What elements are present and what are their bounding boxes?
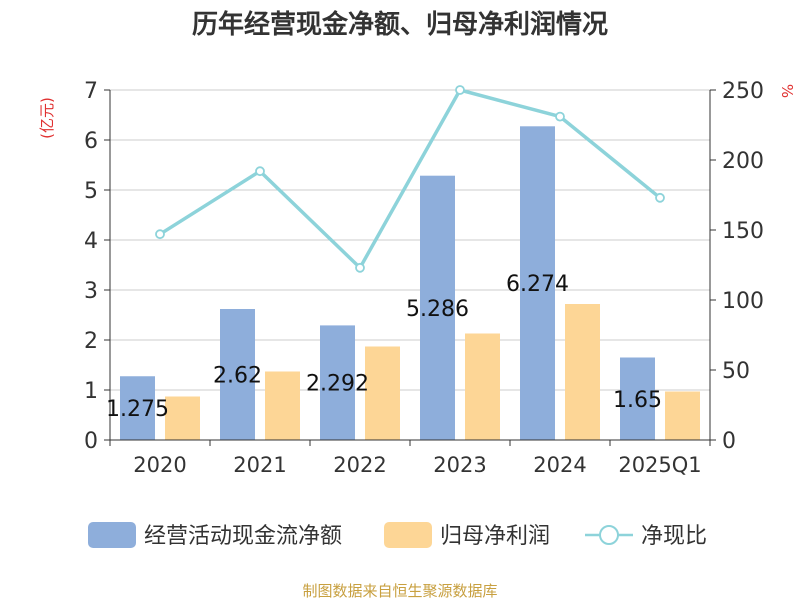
bar-operating-cash-flow [520,126,555,441]
gridlines [110,89,710,391]
right-tick-label: 200 [722,149,764,174]
legend-label: 归母净利润 [440,524,550,549]
bar-net-profit [665,391,700,440]
left-tick-label: 5 [84,179,98,204]
bar-net-profit [565,304,600,440]
data-label: 6.274 [506,272,569,297]
data-label: 1.65 [613,388,662,413]
legend-swatch [88,522,136,548]
ratio-point [355,262,365,273]
left-axis-unit: (亿元) [38,97,56,139]
x-tick-label: 2021 [233,453,286,477]
bar-operating-cash-flow [420,175,455,440]
data-label: 2.62 [213,364,262,389]
left-tick-label: 4 [84,229,98,254]
ratio-line [155,85,665,273]
data-label: 2.292 [306,372,369,397]
right-tick-label: 100 [722,289,764,314]
data-label: 1.275 [106,397,169,422]
chart-title: 历年经营现金净额、归母净利润情况 [192,9,608,40]
ratio-point [455,85,465,95]
bar-net-profit [165,396,200,440]
bar-net-profit [465,333,500,440]
x-tick-label: 2023 [433,453,486,477]
x-tick-label: 2022 [333,453,386,477]
left-tick-label: 0 [84,429,98,454]
x-tick-label: 2024 [533,453,586,477]
ratio-line-path [159,88,662,270]
left-tick-label: 6 [84,129,98,154]
ratio-point [655,192,665,203]
bar-operating-cash-flow [620,357,655,440]
right-tick-label: 250 [722,79,764,104]
ratio-point [555,111,565,122]
ratio-point [255,166,265,177]
ratio-point [155,229,165,240]
legend-label: 净现比 [641,524,707,549]
legend-swatch [384,522,432,548]
bar-operating-cash-flow [220,309,255,440]
legend-marker [599,525,619,545]
bar-net-profit [365,346,400,440]
source-note: 制图数据来自恒生聚源数据库 [302,582,497,600]
bar-operating-cash-flow [120,376,155,440]
left-tick-label: 2 [84,329,98,354]
legend-label: 经营活动现金流净额 [144,524,342,549]
right-tick-label: 150 [722,219,764,244]
legend: 经营活动现金流净额 归母净利润 净现比 [88,522,707,549]
x-tick-label: 2025Q1 [618,453,701,477]
bar-net-profit [265,371,300,440]
bar-operating-cash-flow [320,325,355,440]
right-axis-unit: % [778,84,796,98]
right-tick-label: 50 [722,359,750,384]
axes: 0 1 2 3 4 5 6 7 0 50 100 150 200 250 2020 2021 2022 2023 2… [84,79,764,477]
left-tick-label: 3 [84,279,98,304]
right-tick-label: 0 [722,429,736,454]
left-tick-label: 7 [84,79,98,104]
left-tick-label: 1 [84,379,98,404]
x-tick-label: 2020 [133,453,186,477]
bars [120,126,700,441]
data-label: 5.286 [406,297,469,322]
data-labels: 1.275 2.62 2.292 5.286 6.274 1.65 [106,272,662,422]
